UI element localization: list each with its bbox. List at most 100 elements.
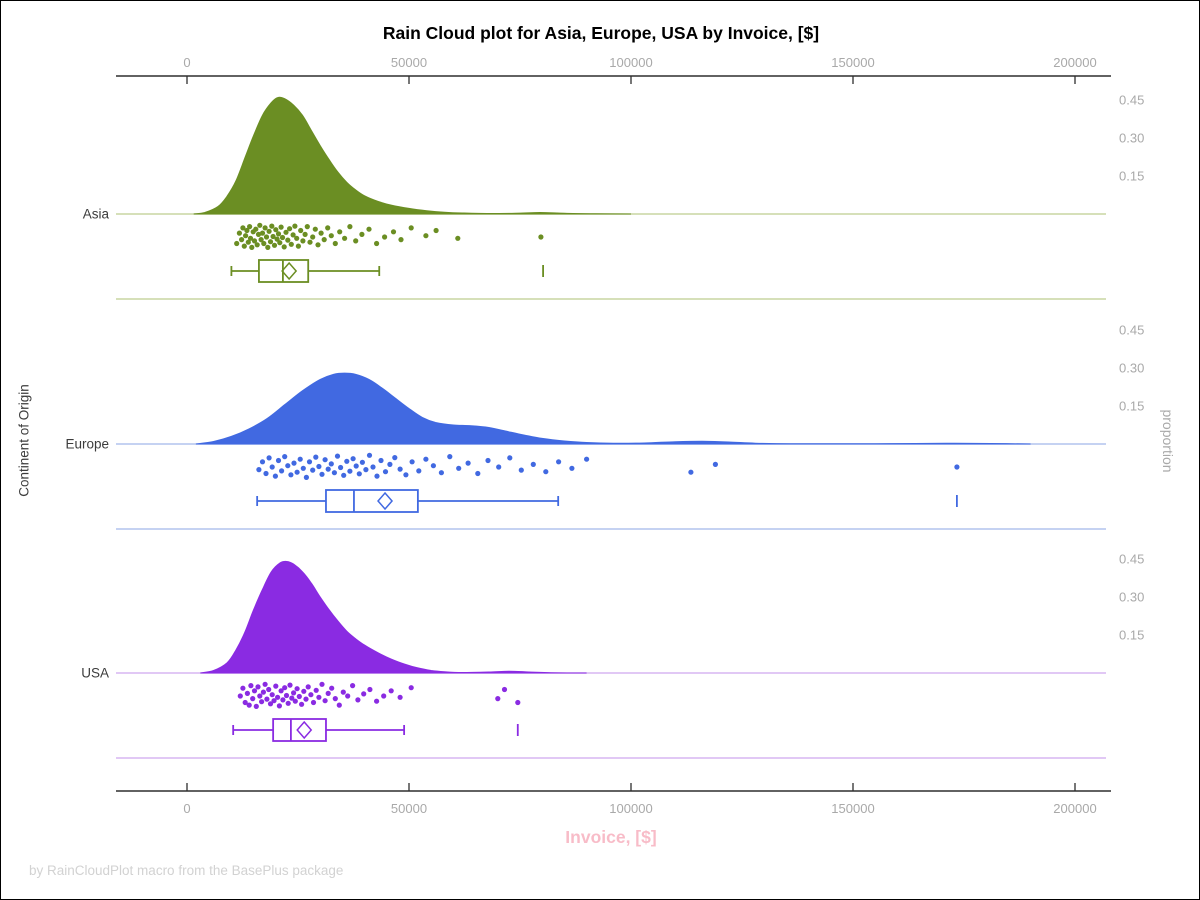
rain-point-europe bbox=[297, 456, 303, 462]
rain-point-asia bbox=[274, 236, 280, 242]
rain-point-asia bbox=[304, 224, 310, 230]
rain-point-europe bbox=[259, 459, 266, 465]
rain-point-europe bbox=[256, 467, 262, 473]
rain-point-asia bbox=[325, 225, 331, 231]
rain-point-europe bbox=[423, 456, 429, 462]
footer-credit: by RainCloudPlot macro from the BasePlus… bbox=[29, 863, 344, 878]
rain-point-usa bbox=[515, 699, 521, 706]
rain-point-europe bbox=[712, 461, 719, 467]
rain-point-asia bbox=[245, 239, 251, 245]
rain-point-usa bbox=[408, 685, 414, 691]
rain-point-europe bbox=[313, 454, 319, 460]
proportion-tick-label-usa: 0.45 bbox=[1119, 552, 1144, 567]
rain-point-asia bbox=[337, 229, 343, 235]
rain-point-asia bbox=[374, 240, 380, 247]
rain-point-usa bbox=[282, 685, 288, 691]
rain-point-asia bbox=[236, 230, 242, 236]
rain-point-asia bbox=[241, 243, 247, 249]
rain-point-usa bbox=[251, 688, 258, 694]
rain-point-europe bbox=[569, 465, 575, 471]
box-mean-diamond-usa bbox=[296, 720, 313, 740]
rain-point-usa bbox=[340, 689, 346, 695]
bottom-axis-tick-label: 150000 bbox=[831, 801, 874, 816]
rain-point-asia bbox=[353, 238, 359, 244]
rain-point-usa bbox=[237, 693, 243, 699]
rain-point-europe bbox=[416, 468, 422, 474]
rain-point-usa bbox=[308, 692, 314, 698]
rain-point-usa bbox=[264, 696, 270, 702]
rain-point-europe bbox=[300, 465, 306, 471]
rain-point-usa bbox=[313, 687, 319, 693]
rain-point-asia bbox=[310, 234, 316, 240]
rain-point-asia bbox=[277, 240, 283, 246]
rain-point-europe bbox=[306, 459, 313, 465]
y-axis-label-left: Continent of Origin bbox=[16, 384, 32, 497]
rain-point-usa bbox=[240, 685, 246, 691]
rain-point-asia bbox=[271, 242, 278, 248]
rain-point-asia bbox=[423, 233, 429, 239]
rain-point-usa bbox=[283, 692, 290, 699]
y-axis-label-right: proportion bbox=[1160, 409, 1176, 473]
rain-point-asia bbox=[298, 227, 304, 234]
rain-point-europe bbox=[456, 465, 462, 471]
rain-point-asia bbox=[251, 238, 258, 244]
rain-point-usa bbox=[316, 694, 322, 700]
rain-point-europe bbox=[279, 468, 285, 474]
rain-point-europe bbox=[366, 452, 373, 458]
rain-point-europe bbox=[310, 467, 316, 473]
rain-point-europe bbox=[518, 467, 524, 473]
rain-point-usa bbox=[269, 692, 275, 698]
rain-point-asia bbox=[253, 226, 259, 232]
rain-point-europe bbox=[350, 456, 356, 462]
proportion-tick-label-usa: 0.15 bbox=[1119, 628, 1144, 643]
rain-point-asia bbox=[332, 240, 338, 247]
rain-point-asia bbox=[240, 225, 246, 231]
rain-point-asia bbox=[312, 226, 318, 232]
rain-point-usa bbox=[296, 693, 302, 700]
rain-point-usa bbox=[292, 698, 298, 704]
rain-point-usa bbox=[332, 696, 338, 702]
x-axis-label: Invoice, [$] bbox=[565, 827, 657, 847]
rain-point-europe bbox=[382, 469, 389, 475]
rain-point-europe bbox=[322, 457, 328, 463]
rain-point-asia bbox=[342, 235, 348, 241]
rain-point-asia bbox=[294, 235, 300, 241]
rain-point-europe bbox=[438, 470, 444, 476]
rain-point-usa bbox=[271, 698, 277, 704]
rain-point-usa bbox=[291, 690, 297, 696]
rain-point-europe bbox=[319, 471, 325, 477]
rain-point-europe bbox=[392, 455, 398, 461]
density-cloud-usa bbox=[200, 560, 587, 674]
chart-title: Rain Cloud plot for Asia, Europe, USA by… bbox=[382, 23, 820, 43]
rain-point-asia bbox=[254, 242, 260, 248]
rain-point-europe bbox=[954, 464, 960, 470]
rain-point-asia bbox=[382, 234, 388, 240]
rain-point-asia bbox=[538, 234, 544, 240]
rain-point-asia bbox=[258, 237, 264, 243]
rain-point-asia bbox=[270, 233, 276, 240]
rain-point-asia bbox=[275, 231, 282, 237]
rain-point-europe bbox=[285, 463, 291, 469]
rain-point-usa bbox=[273, 683, 279, 689]
rain-point-europe bbox=[485, 457, 491, 464]
rain-point-europe bbox=[275, 457, 282, 464]
proportion-tick-label-europe: 0.15 bbox=[1119, 399, 1144, 414]
rain-point-asia bbox=[249, 244, 255, 250]
rain-point-asia bbox=[279, 234, 286, 241]
category-label-asia: Asia bbox=[83, 207, 110, 222]
rain-point-usa bbox=[242, 699, 248, 706]
rain-point-asia bbox=[359, 231, 365, 237]
bottom-axis-tick-label: 0 bbox=[183, 801, 190, 816]
rain-point-usa bbox=[257, 693, 263, 699]
rain-point-europe bbox=[338, 464, 344, 471]
bottom-axis-tick-label: 50000 bbox=[391, 801, 427, 816]
density-cloud-asia bbox=[193, 96, 632, 215]
rain-point-usa bbox=[287, 682, 293, 688]
rain-point-asia bbox=[318, 230, 324, 236]
rain-point-usa bbox=[329, 685, 335, 691]
rain-point-europe bbox=[334, 453, 341, 459]
rain-point-europe bbox=[328, 461, 334, 467]
rain-point-asia bbox=[295, 243, 301, 249]
